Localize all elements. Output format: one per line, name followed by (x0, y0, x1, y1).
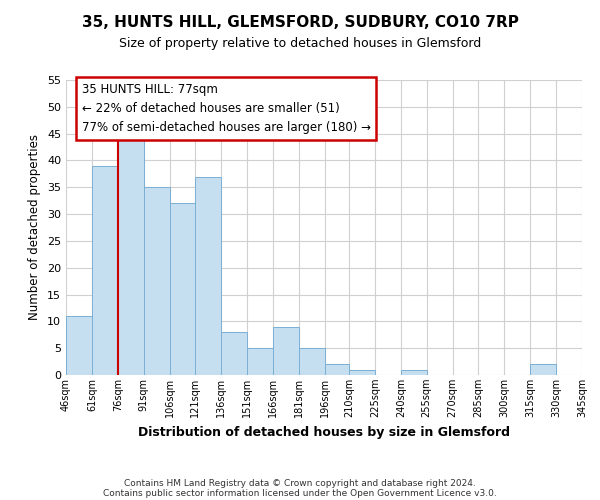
Text: Size of property relative to detached houses in Glemsford: Size of property relative to detached ho… (119, 38, 481, 51)
Bar (273, 326, 299, 375)
Text: 35 HUNTS HILL: 77sqm
← 22% of detached houses are smaller (51)
77% of semi-detac: 35 HUNTS HILL: 77sqm ← 22% of detached h… (82, 82, 371, 134)
Y-axis label: Number of detached properties: Number of detached properties (28, 134, 41, 320)
Bar (349, 370, 375, 375)
Bar (66, 316, 92, 375)
Bar (325, 364, 349, 375)
Bar (530, 364, 556, 375)
Bar (118, 128, 143, 375)
Bar (221, 332, 247, 375)
Text: Contains HM Land Registry data © Crown copyright and database right 2024.: Contains HM Land Registry data © Crown c… (124, 478, 476, 488)
Bar (247, 348, 273, 375)
Bar (92, 166, 118, 375)
Bar (299, 348, 325, 375)
Bar (170, 204, 196, 375)
Text: 35, HUNTS HILL, GLEMSFORD, SUDBURY, CO10 7RP: 35, HUNTS HILL, GLEMSFORD, SUDBURY, CO10… (82, 15, 518, 30)
X-axis label: Distribution of detached houses by size in Glemsford: Distribution of detached houses by size … (138, 426, 510, 438)
Bar (196, 176, 221, 375)
Text: Contains public sector information licensed under the Open Government Licence v3: Contains public sector information licen… (103, 488, 497, 498)
Bar (143, 188, 170, 375)
Bar (401, 370, 427, 375)
